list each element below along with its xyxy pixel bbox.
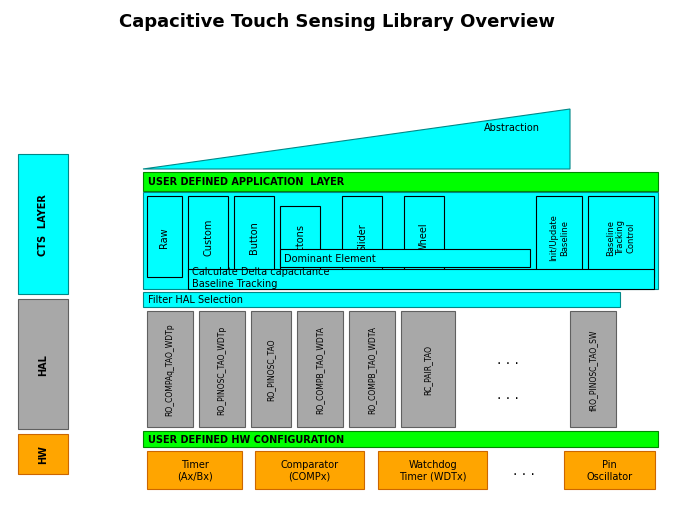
Text: RO_COMPAq_TAO_WDTp: RO_COMPAq_TAO_WDTp [166,323,175,416]
Text: Init/Update
Baseline: Init/Update Baseline [549,214,569,261]
Text: USER DEFINED HW CONFIGURATION: USER DEFINED HW CONFIGURATION [148,434,344,444]
Text: RO_COMPB_TAO_WDTA: RO_COMPB_TAO_WDTA [315,325,324,413]
Text: HAL: HAL [38,354,48,375]
Text: RO_PINOSC_TAO_WDTp: RO_PINOSC_TAO_WDTp [218,325,226,414]
Text: Comparator
(COMPx): Comparator (COMPx) [280,459,338,481]
FancyBboxPatch shape [143,431,658,447]
FancyBboxPatch shape [564,451,655,489]
FancyBboxPatch shape [18,434,68,474]
FancyBboxPatch shape [349,312,395,427]
FancyBboxPatch shape [280,207,320,277]
Text: HW: HW [38,445,48,464]
FancyBboxPatch shape [378,451,487,489]
FancyBboxPatch shape [280,249,530,268]
FancyBboxPatch shape [536,196,582,277]
Text: Slider: Slider [357,223,367,251]
Text: CTS  LAYER: CTS LAYER [38,194,48,256]
FancyBboxPatch shape [147,312,193,427]
Text: Baseline
Tracking
Control: Baseline Tracking Control [606,219,636,255]
Text: RC_PAIR_TAO: RC_PAIR_TAO [423,344,433,394]
FancyBboxPatch shape [143,292,620,308]
FancyBboxPatch shape [404,196,444,277]
Text: Custom: Custom [203,218,213,256]
Text: Buttons: Buttons [295,223,305,261]
FancyBboxPatch shape [251,312,291,427]
Text: Timer
(Ax/Bx): Timer (Ax/Bx) [177,459,212,481]
Text: RO_PINOSC_TAO: RO_PINOSC_TAO [266,338,276,400]
FancyBboxPatch shape [147,196,182,277]
Text: fRO_PINOSC_TAO_SW: fRO_PINOSC_TAO_SW [588,329,597,410]
Text: Pin
Oscillator: Pin Oscillator [586,459,633,481]
Text: Capacitive Touch Sensing Library Overview: Capacitive Touch Sensing Library Overvie… [119,13,555,31]
Text: . . .: . . . [513,463,535,477]
FancyBboxPatch shape [255,451,364,489]
FancyBboxPatch shape [188,196,228,277]
Text: Watchdog
Timer (WDTx): Watchdog Timer (WDTx) [399,459,466,481]
FancyBboxPatch shape [570,312,616,427]
Text: USER DEFINED APPLICATION  LAYER: USER DEFINED APPLICATION LAYER [148,177,344,187]
FancyBboxPatch shape [188,270,654,289]
Text: Filter HAL Selection: Filter HAL Selection [148,294,243,305]
Text: Calculate Delta capacitance
Baseline Tracking: Calculate Delta capacitance Baseline Tra… [192,267,330,288]
Text: Abstraction: Abstraction [484,123,540,133]
FancyBboxPatch shape [342,196,382,277]
FancyBboxPatch shape [588,196,654,277]
FancyBboxPatch shape [18,299,68,429]
Text: RO_COMPB_TAO_WDTA: RO_COMPB_TAO_WDTA [367,325,377,413]
FancyBboxPatch shape [143,173,658,191]
Text: Wheel: Wheel [419,222,429,252]
Text: Dominant Element: Dominant Element [284,254,375,264]
FancyBboxPatch shape [18,155,68,294]
Text: Raw: Raw [160,227,169,247]
Polygon shape [143,110,570,170]
Text: . . .: . . . [497,387,519,401]
FancyBboxPatch shape [199,312,245,427]
Text: Button: Button [249,221,259,254]
FancyBboxPatch shape [297,312,343,427]
FancyBboxPatch shape [143,192,658,289]
FancyBboxPatch shape [401,312,455,427]
FancyBboxPatch shape [234,196,274,277]
FancyBboxPatch shape [147,451,242,489]
Text: . . .: . . . [497,352,519,366]
